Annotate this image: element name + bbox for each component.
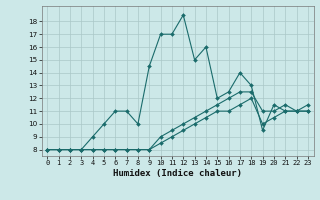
X-axis label: Humidex (Indice chaleur): Humidex (Indice chaleur) xyxy=(113,169,242,178)
